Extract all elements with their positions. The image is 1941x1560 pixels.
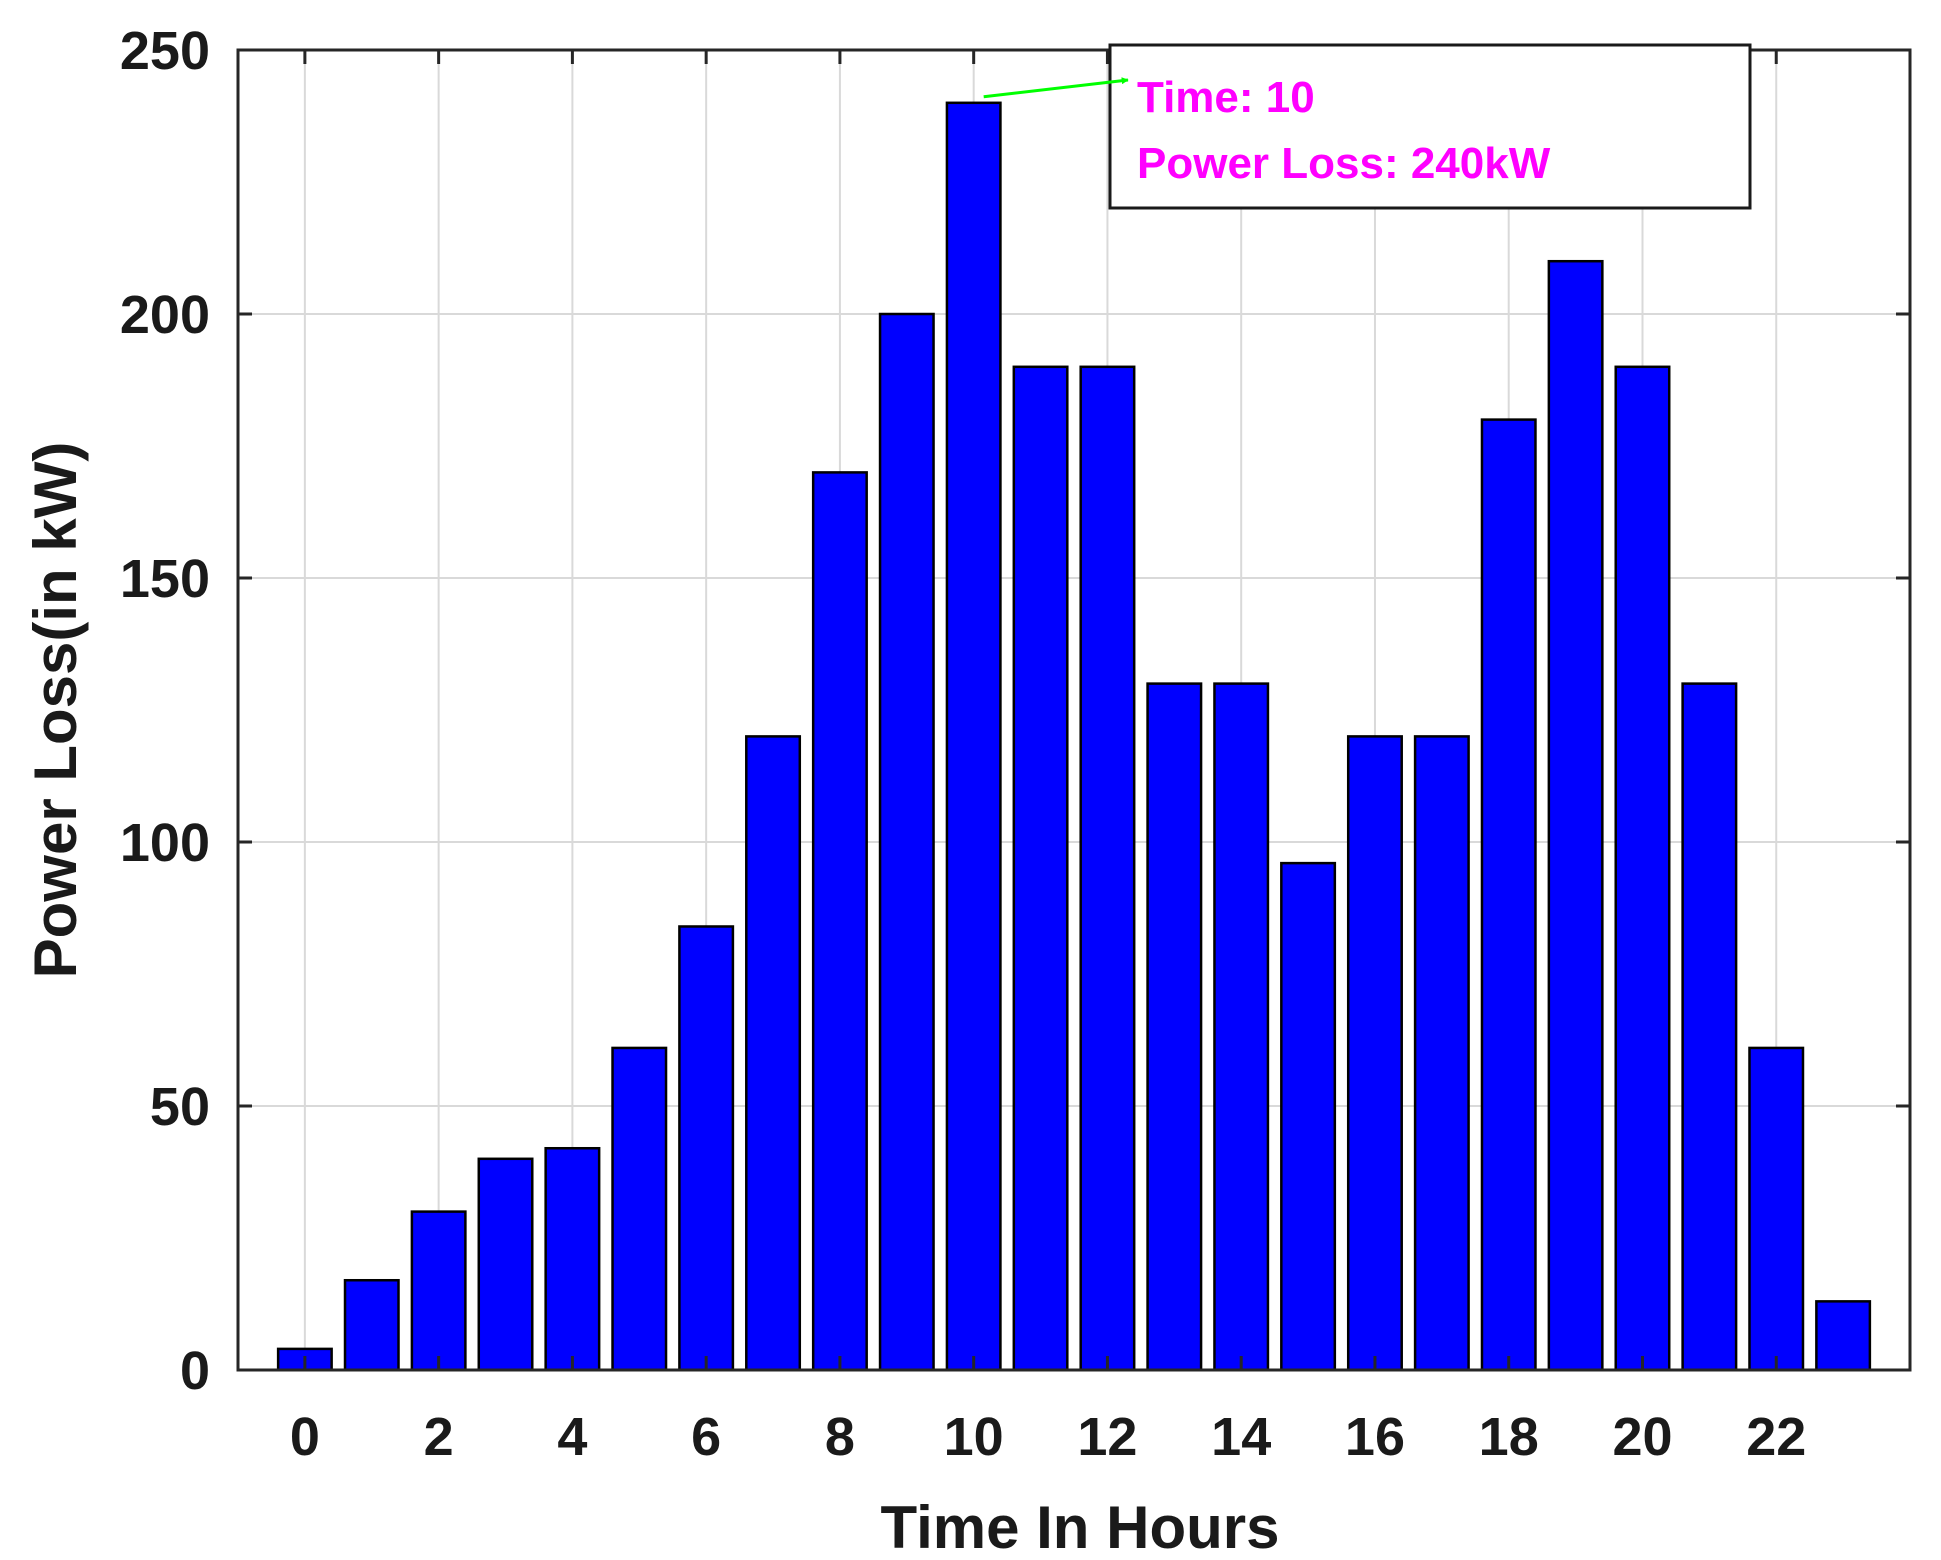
y-tick-label: 200 <box>120 285 210 345</box>
bar <box>477 1157 534 1372</box>
bar <box>745 735 802 1372</box>
y-tick-label: 50 <box>150 1077 210 1137</box>
bar <box>1681 682 1738 1372</box>
bar <box>1280 861 1337 1372</box>
y-tick-label: 0 <box>180 1341 210 1401</box>
bar <box>410 1210 467 1372</box>
x-tick-label: 8 <box>825 1407 855 1467</box>
bar <box>1012 365 1069 1372</box>
x-tick-label: 16 <box>1345 1407 1405 1467</box>
x-tick-label: 2 <box>424 1407 454 1467</box>
annotation: Time: 10 Power Loss: 240kW <box>983 43 1752 210</box>
annotation-line-2: Power Loss: 240kW <box>1137 139 1551 188</box>
bar <box>343 1278 400 1372</box>
bar <box>1213 682 1270 1372</box>
bar <box>945 101 1002 1372</box>
x-tick-label: 20 <box>1612 1407 1672 1467</box>
bar <box>1815 1300 1872 1372</box>
x-tick-label: 10 <box>944 1407 1004 1467</box>
x-axis-label: Time In Hours <box>881 1494 1280 1560</box>
tick-labels: 0 2 4 6 8 10 12 14 16 18 20 22 0 50 100 150 200 250 <box>120 21 1806 1467</box>
bar <box>811 471 868 1372</box>
bar <box>1413 735 1470 1372</box>
x-tick-label: 4 <box>557 1407 587 1467</box>
x-tick-label: 0 <box>290 1407 320 1467</box>
x-tick-label: 14 <box>1211 1407 1271 1467</box>
bar <box>1146 682 1203 1372</box>
bar <box>1748 1046 1805 1372</box>
y-tick-label: 100 <box>120 813 210 873</box>
bar <box>1079 365 1136 1372</box>
bar-series <box>276 101 1872 1372</box>
y-tick-label: 150 <box>120 549 210 609</box>
x-tick-label: 18 <box>1479 1407 1539 1467</box>
x-tick-label: 12 <box>1077 1407 1137 1467</box>
bar <box>1346 735 1403 1372</box>
bar <box>544 1146 601 1372</box>
bar <box>1480 418 1537 1372</box>
annotation-box <box>1108 43 1752 210</box>
bar <box>1614 365 1671 1372</box>
bar <box>611 1046 668 1372</box>
x-tick-label: 6 <box>691 1407 721 1467</box>
annotation-arrow <box>983 77 1129 99</box>
annotation-line-1: Time: 10 <box>1137 73 1315 122</box>
bar <box>1547 259 1604 1372</box>
bar <box>878 312 935 1372</box>
bar <box>678 925 735 1372</box>
x-tick-label: 22 <box>1746 1407 1806 1467</box>
y-axis-label: Power Loss(in kW) <box>22 442 89 979</box>
y-tick-label: 250 <box>120 21 210 81</box>
axes-box <box>236 48 1912 1372</box>
